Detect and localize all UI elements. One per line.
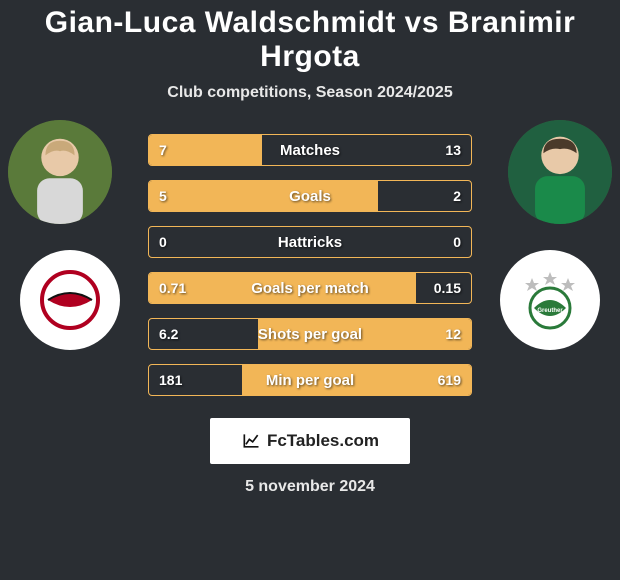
subtitle: Club competitions, Season 2024/2025 — [167, 84, 452, 102]
club-left-badge — [20, 250, 120, 350]
stat-label: Hattricks — [149, 234, 471, 251]
stats-list: 7 Matches 13 5 Goals 2 0 Hattricks 0 0.7… — [148, 134, 472, 396]
player-right-avatar — [508, 120, 612, 224]
comparison-card: Gian-Luca Waldschmidt vs Branimir Hrgota… — [0, 0, 620, 580]
stat-label: Goals — [149, 188, 471, 205]
stat-label: Goals per match — [149, 280, 471, 297]
stat-row-hattricks: 0 Hattricks 0 — [148, 226, 472, 258]
stat-row-goals: 5 Goals 2 — [148, 180, 472, 212]
stat-row-min-per-goal: 181 Min per goal 619 — [148, 364, 472, 396]
brand-text: FcTables.com — [267, 431, 379, 451]
stat-label: Shots per goal — [149, 326, 471, 343]
stat-label: Matches — [149, 142, 471, 159]
brand-badge: FcTables.com — [210, 418, 410, 464]
stat-row-matches: 7 Matches 13 — [148, 134, 472, 166]
brand-chart-icon — [241, 431, 261, 451]
stat-row-shots-per-goal: 6.2 Shots per goal 12 — [148, 318, 472, 350]
svg-text:Greuther: Greuther — [537, 308, 563, 314]
club-right-badge: Greuther — [500, 250, 600, 350]
date-label: 5 november 2024 — [245, 478, 375, 496]
page-title: Gian-Luca Waldschmidt vs Branimir Hrgota — [0, 6, 620, 74]
stat-row-goals-per-match: 0.71 Goals per match 0.15 — [148, 272, 472, 304]
player-left-avatar — [8, 120, 112, 224]
stat-label: Min per goal — [149, 372, 471, 389]
